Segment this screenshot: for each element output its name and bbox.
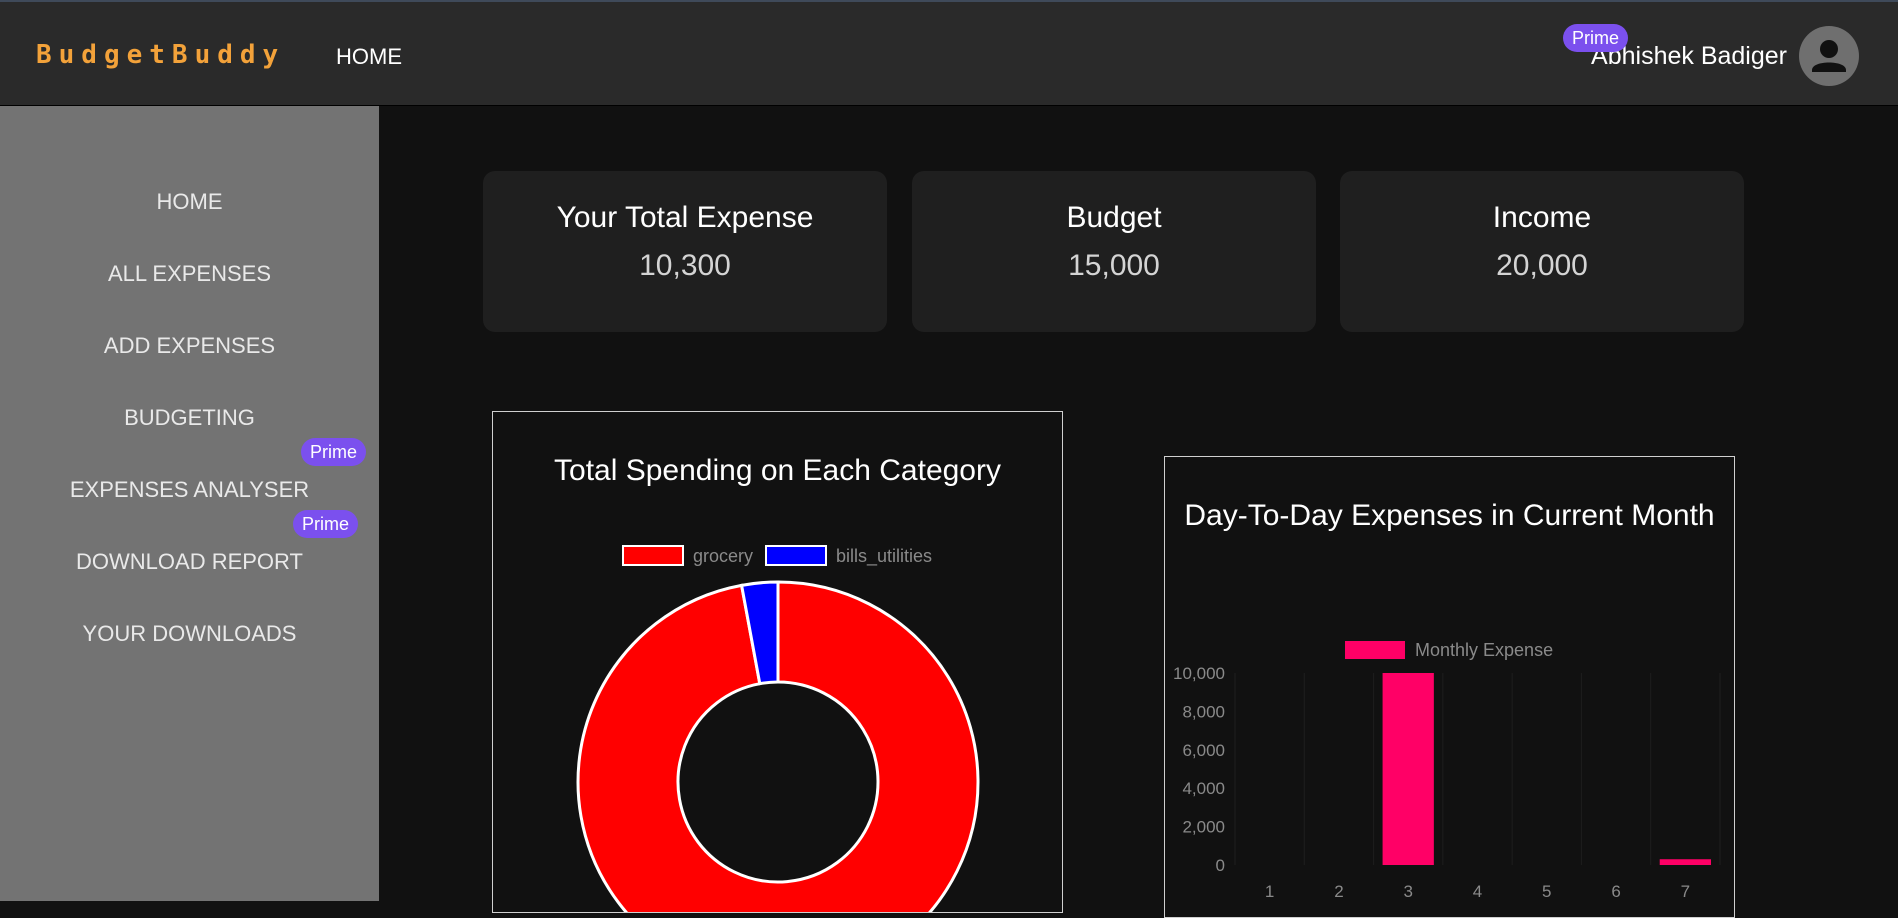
sidebar-item-all-expenses[interactable]: ALL EXPENSES <box>107 261 272 286</box>
sidebar-item-home[interactable]: HOME <box>156 189 223 214</box>
y-tick-label: 8,000 <box>1182 702 1225 721</box>
category-spending-chart: Total Spending on Each Category grocery b… <box>492 411 1063 913</box>
category-doughnut-svg: grocery bills_utilities <box>576 545 980 912</box>
income-card: Income 20,000 <box>1340 171 1744 332</box>
brand-logo[interactable]: BudgetBuddy <box>36 40 286 70</box>
total-expense-value: 10,300 <box>639 249 731 282</box>
bar-day-7[interactable] <box>1659 859 1711 865</box>
sidebar-item-download-report[interactable]: DOWNLOAD REPORT <box>76 549 303 574</box>
legend-label-monthly-expense[interactable]: Monthly Expense <box>1415 640 1553 660</box>
legend-swatch-monthly-expense[interactable] <box>1345 641 1405 659</box>
legend-swatch-bills_utilities[interactable] <box>765 545 827 566</box>
daily-chart-title: Day-To-Day Expenses in Current Month <box>1184 499 1715 532</box>
prime-badge: Prime <box>1563 24 1629 52</box>
sidebar-item-expenses-analyser[interactable]: EXPENSES ANALYSER <box>69 477 310 502</box>
x-tick-label: 3 <box>1403 882 1412 901</box>
legend-swatch-grocery[interactable] <box>622 545 684 566</box>
avatar[interactable] <box>1799 26 1859 86</box>
y-tick-label: 10,000 <box>1173 664 1225 683</box>
daily-expense-chart: Day-To-Day Expenses in Current Month Mon… <box>1164 456 1735 918</box>
budget-value: 15,000 <box>1068 249 1160 282</box>
total-expense-card: Your Total Expense 10,300 <box>483 171 887 332</box>
x-tick-label: 1 <box>1265 882 1274 901</box>
y-tick-label: 4,000 <box>1182 779 1225 798</box>
sidebar-item-your-downloads[interactable]: YOUR DOWNLOADS <box>82 621 297 646</box>
y-tick-label: 6,000 <box>1182 741 1225 760</box>
y-tick-label: 2,000 <box>1182 818 1225 837</box>
x-tick-label: 5 <box>1542 882 1551 901</box>
income-value: 20,000 <box>1496 249 1588 282</box>
budget-card: Budget 15,000 <box>912 171 1316 332</box>
expenses-analyser-prime-badge: Prime <box>301 438 367 466</box>
x-tick-label: 2 <box>1334 882 1343 901</box>
download-report-prime-badge: Prime <box>293 510 359 538</box>
budget-title: Budget <box>1066 201 1162 234</box>
sidebar: HOME ALL EXPENSES ADD EXPENSES BUDGETING… <box>0 106 379 901</box>
top-navbar: BudgetBuddy HOME Abhishek Badiger Prime <box>0 0 1898 106</box>
y-tick-label: 0 <box>1216 856 1225 875</box>
sidebar-item-budgeting[interactable]: BUDGETING <box>124 405 255 430</box>
daily-bar-svg: Monthly Expense 0 2,000 4,000 6,000 8,000 10,0… <box>1173 640 1721 901</box>
x-tick-label: 4 <box>1473 882 1482 901</box>
x-tick-label: 7 <box>1681 882 1690 901</box>
sidebar-item-add-expenses[interactable]: ADD EXPENSES <box>103 333 276 358</box>
legend-label-bills_utilities[interactable]: bills_utilities <box>836 546 932 567</box>
category-chart-title: Total Spending on Each Category <box>554 454 1001 487</box>
doughnut-slice-bills_utilities[interactable] <box>739 580 780 686</box>
income-title: Income <box>1492 201 1592 234</box>
doughnut-slice-grocery[interactable] <box>576 580 980 912</box>
nav-home-link[interactable]: HOME <box>336 44 402 69</box>
total-expense-title: Your Total Expense <box>556 201 814 234</box>
legend-label-grocery[interactable]: grocery <box>693 546 753 566</box>
bar-day-3[interactable] <box>1382 673 1434 865</box>
x-tick-label: 6 <box>1611 882 1620 901</box>
user-icon <box>1812 40 1846 72</box>
